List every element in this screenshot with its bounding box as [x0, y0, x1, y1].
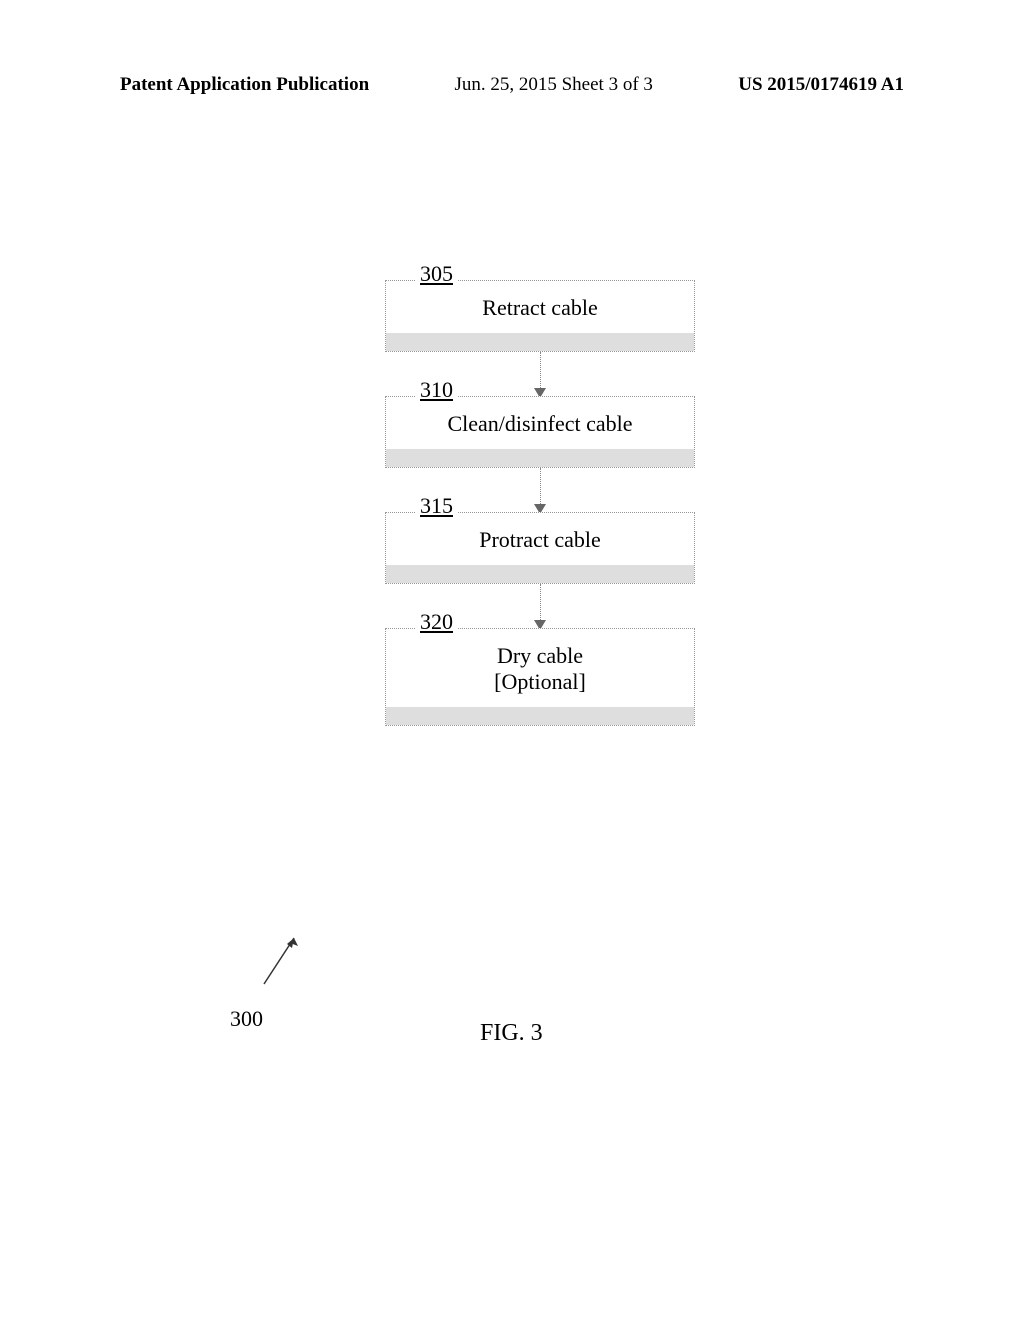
node-text: Clean/disinfect cable [386, 397, 694, 449]
node-text: Dry cable [Optional] [386, 629, 694, 707]
node-ref-label: 310 [416, 377, 457, 403]
pointer-arrow-icon [258, 930, 302, 990]
header-right: US 2015/0174619 A1 [738, 74, 904, 96]
node-band [386, 565, 694, 583]
node-ref-label: 320 [416, 609, 457, 635]
node-text: Retract cable [386, 281, 694, 333]
node-band [386, 333, 694, 351]
node-band [386, 449, 694, 467]
flow-node-305: 305 Retract cable [385, 280, 695, 352]
header-left: Patent Application Publication [120, 74, 369, 96]
flow-node-310: 310 Clean/disinfect cable [385, 396, 695, 468]
overall-reference-pointer: 300 [230, 920, 330, 1040]
node-band [386, 707, 694, 725]
node-text: Protract cable [386, 513, 694, 565]
flow-node-320: 320 Dry cable [Optional] [385, 628, 695, 726]
overall-ref-label: 300 [230, 1006, 263, 1032]
flow-node-315: 315 Protract cable [385, 512, 695, 584]
header-center: Jun. 25, 2015 Sheet 3 of 3 [454, 74, 652, 96]
node-ref-label: 305 [416, 261, 457, 287]
figure-caption: FIG. 3 [480, 1020, 543, 1047]
node-ref-label: 315 [416, 493, 457, 519]
flowchart: 305 Retract cable 310 Clean/disinfect ca… [345, 280, 695, 726]
page-header: Patent Application Publication Jun. 25, … [0, 74, 1024, 96]
